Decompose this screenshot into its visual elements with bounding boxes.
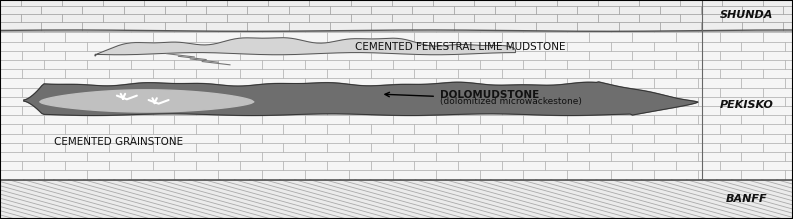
Text: CEMENTED FENESTRAL LIME MUDSTONE: CEMENTED FENESTRAL LIME MUDSTONE xyxy=(354,42,565,52)
Text: CEMENTED GRAINSTONE: CEMENTED GRAINSTONE xyxy=(55,137,183,147)
Polygon shape xyxy=(40,90,254,112)
Text: PEKISKO: PEKISKO xyxy=(720,100,774,110)
Text: BANFF: BANFF xyxy=(726,194,768,204)
Polygon shape xyxy=(95,38,515,56)
Bar xyxy=(0,180,793,219)
Polygon shape xyxy=(24,82,698,115)
Bar xyxy=(0,0,793,31)
Text: (dolomitized microwackestone): (dolomitized microwackestone) xyxy=(440,97,582,106)
Text: DOLOMUDSTONE: DOLOMUDSTONE xyxy=(440,90,539,100)
Bar xyxy=(0,31,793,180)
Text: SHUNDA: SHUNDA xyxy=(720,10,774,20)
